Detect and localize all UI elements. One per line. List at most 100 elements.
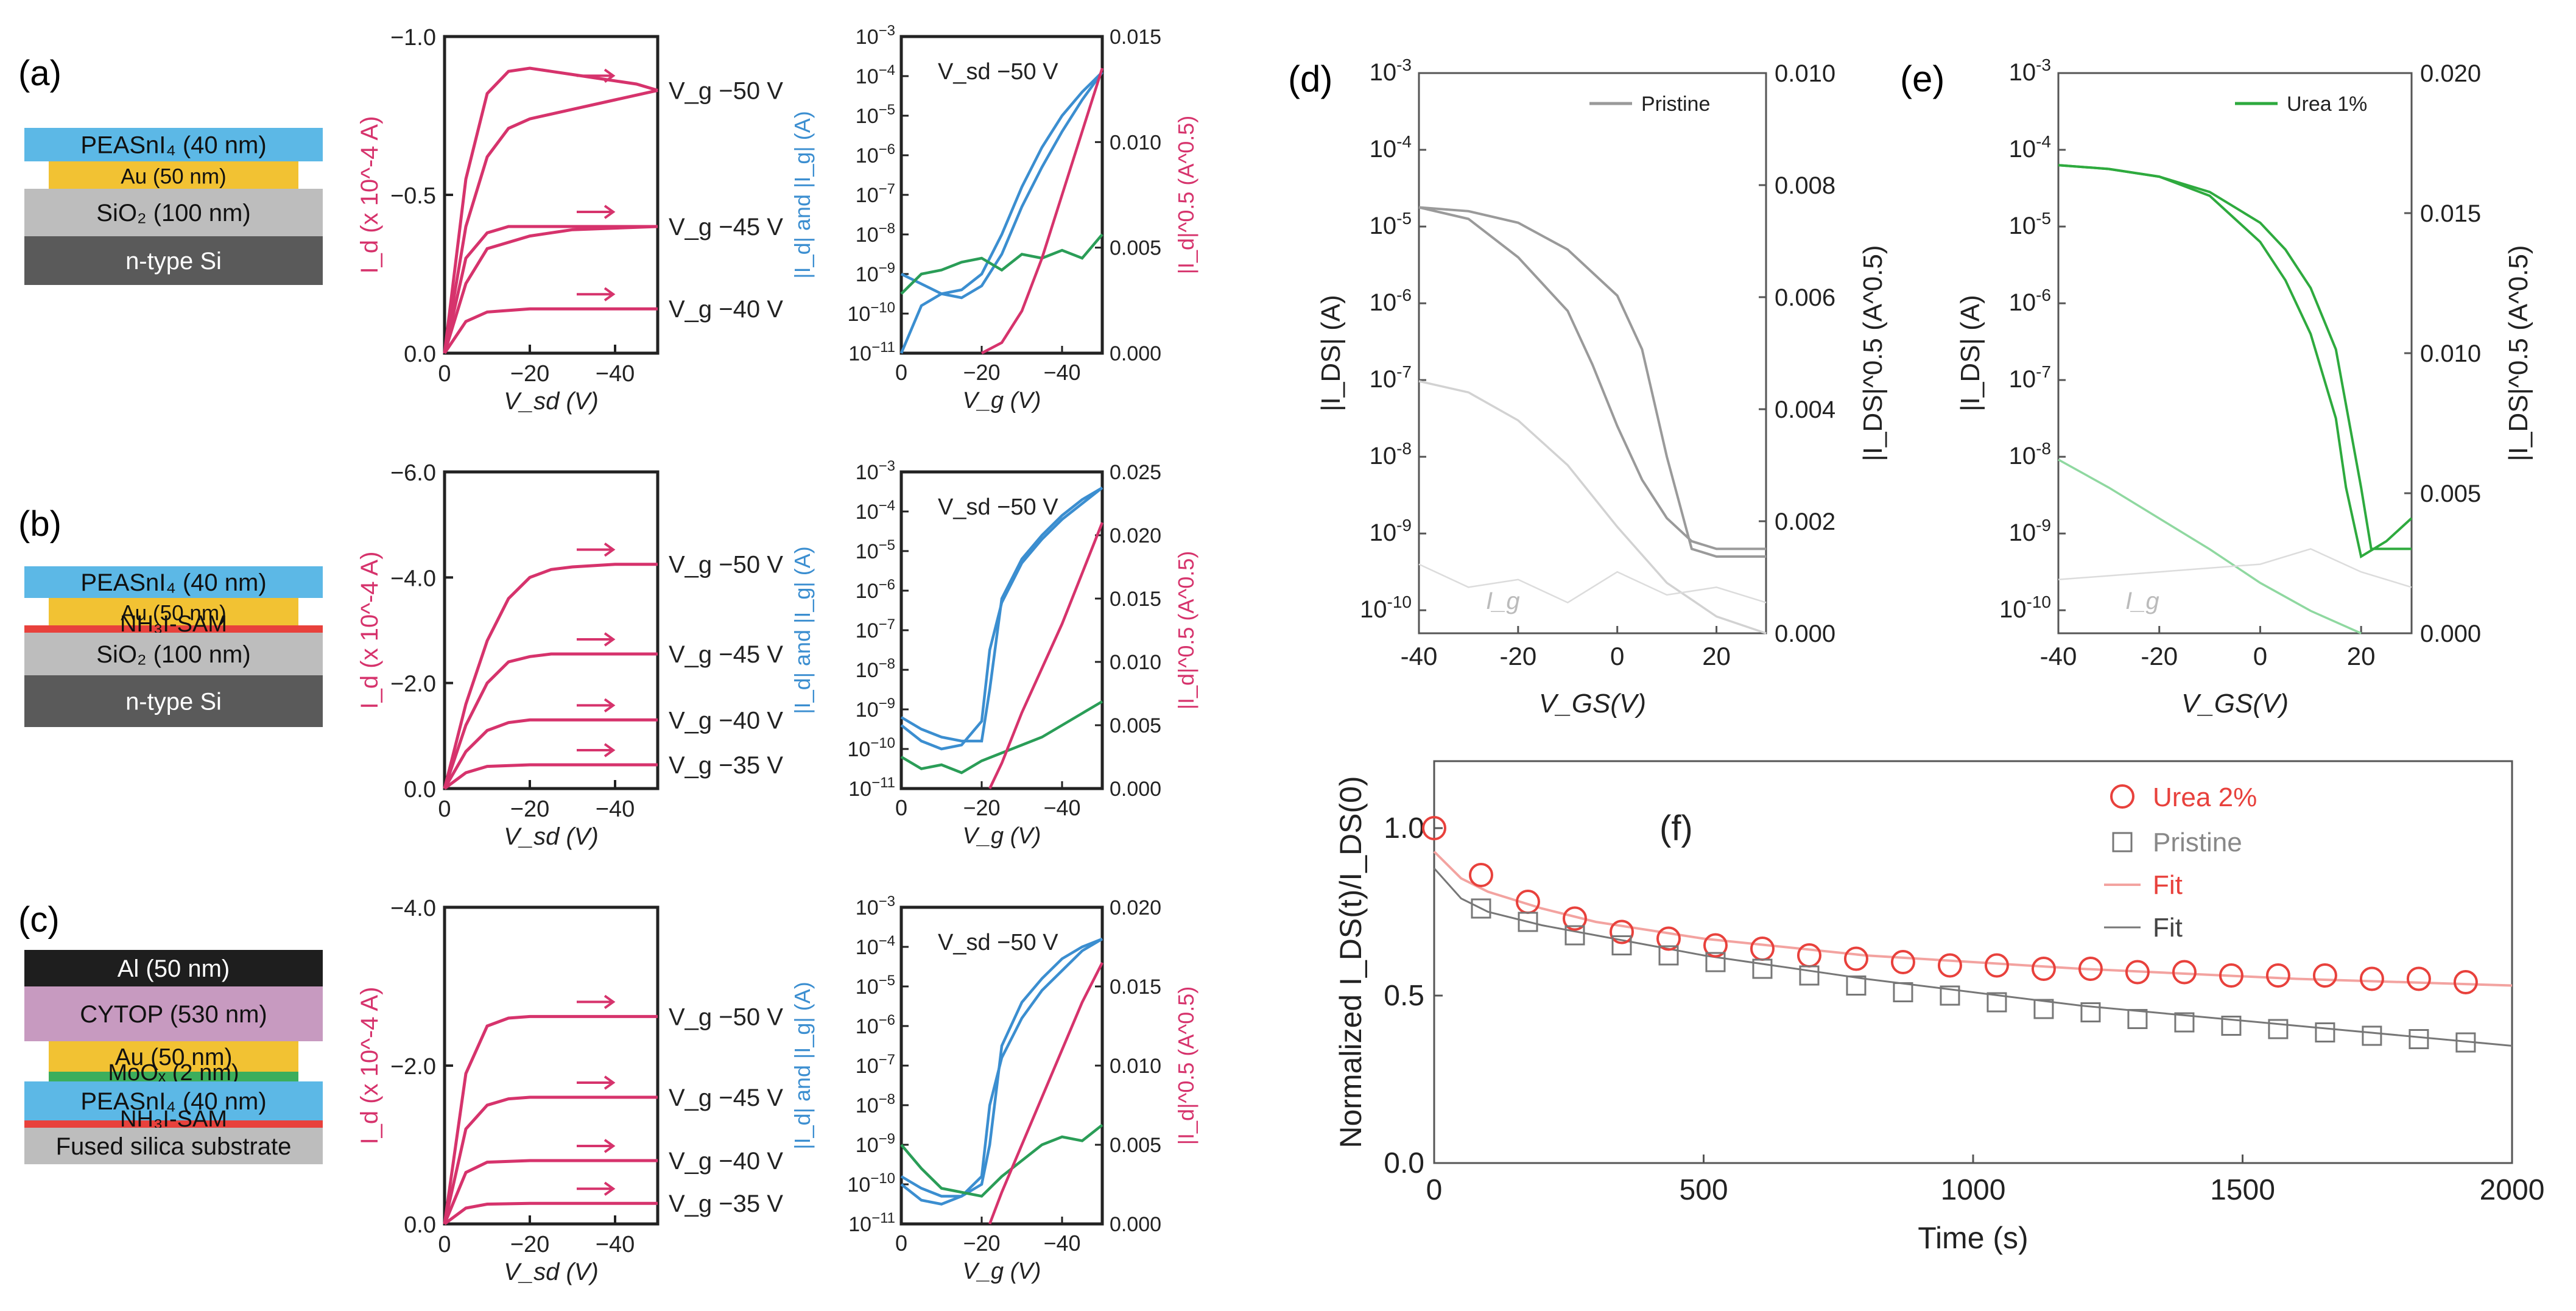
stack-layer (49, 598, 298, 625)
transfer-curve (900, 487, 1103, 743)
x-tick-label: −40 (596, 796, 635, 822)
y2-tick-label: 0.015 (1110, 26, 1161, 49)
exponent: -9 (1396, 516, 1412, 535)
y-tick-label: 10−11 (848, 339, 895, 365)
exponent: −11 (871, 1210, 895, 1226)
y-axis-label-left: |I_d| and |I_g| (A) (790, 546, 815, 714)
exponent: −8 (879, 1091, 895, 1108)
x-tick-label: 0 (2253, 642, 2267, 670)
stack-layer (24, 566, 323, 598)
data-point-urea (2406, 966, 2431, 991)
exponent: −5 (879, 102, 895, 118)
output-curve (443, 66, 658, 354)
y-axis-label-right: |I_DS|^0.5 (A^0.5) (1858, 245, 1888, 461)
y-tick-label: 10−11 (848, 775, 895, 801)
stack-layer (24, 1081, 323, 1120)
y2-tick-label: 0.025 (1110, 461, 1161, 484)
legend-label-pristine: Pristine (2153, 828, 2242, 857)
output-curve (443, 763, 658, 790)
panel-label-d: (d) (1288, 58, 1332, 99)
data-point-urea (2172, 960, 2197, 985)
exponent: −10 (870, 300, 895, 316)
x-tick-label: −40 (1043, 360, 1080, 385)
x-axis-label: V_g (V) (963, 1259, 1041, 1284)
y-axis-label-right: |I_d|^0.5 (A^0.5) (1174, 551, 1198, 710)
y-tick-label: −0.5 (390, 183, 436, 209)
x-tick-label: 20 (2347, 642, 2376, 670)
x-tick-label: 2000 (2480, 1174, 2545, 1206)
data-point-urea (1750, 937, 1775, 961)
stack-layer (24, 633, 323, 675)
x-tick-label: −20 (963, 360, 1000, 385)
x-axis-label: V_sd (V) (504, 388, 599, 415)
y-tick-label: 10−8 (856, 1091, 895, 1117)
exponent: −7 (879, 181, 895, 197)
y-tick-label: 10-5 (1370, 209, 1412, 239)
exponent: −7 (879, 1052, 895, 1068)
stack-layer-label: PEASnI₄ (40 nm) (80, 1088, 266, 1115)
data-point-pristine (1940, 985, 1960, 1006)
sweep-arrow-forward (577, 994, 616, 1010)
transfer-curve (1418, 206, 1766, 550)
x-tick-label: -20 (1500, 642, 1537, 670)
y-tick-label: 10−5 (856, 972, 895, 999)
x-tick-label: −40 (1043, 795, 1080, 820)
y-tick-label: 10−9 (856, 1131, 895, 1157)
data-point-urea (1562, 906, 1587, 931)
y-tick-label: 10−5 (856, 102, 895, 128)
stack-layer-label: n-type Si (125, 689, 222, 715)
legend-label: Pristine (1641, 93, 1710, 116)
y-tick-label: 10−8 (856, 656, 895, 682)
y-tick-label: 10−4 (856, 497, 895, 524)
fit-curve-urea (1433, 851, 2513, 987)
exponent: -10 (2027, 592, 2051, 611)
output-curve (443, 88, 658, 354)
stack-layer (24, 189, 323, 236)
y2-tick-label: 0.000 (1775, 620, 1835, 647)
exponent: -6 (2036, 286, 2051, 304)
exponent: −3 (879, 893, 895, 910)
y-tick-label: 0.0 (404, 1212, 436, 1238)
exponent: −3 (879, 23, 895, 39)
data-point-urea (1422, 816, 1446, 840)
panel-label-e: (e) (1900, 58, 1944, 99)
gate-voltage-label: V_g −40 V (669, 1148, 783, 1175)
x-tick-label: −20 (510, 1232, 549, 1257)
x-axis-label: V_g (V) (963, 388, 1041, 413)
gate-voltage-label: V_g −50 V (669, 1003, 783, 1030)
y-tick-label: 10-4 (1370, 132, 1412, 163)
gate-voltage-label: V_g −45 V (669, 214, 783, 241)
y2-tick-label: 0.005 (2420, 480, 2481, 507)
transfer-curve (1418, 563, 1767, 604)
data-point-urea (2219, 963, 2243, 988)
data-point-pristine (2080, 1002, 2101, 1022)
sweep-arrow-forward (577, 1139, 616, 1153)
y2-tick-label: 0.000 (1110, 1213, 1161, 1236)
y-tick-label: 10−4 (856, 933, 895, 959)
chart-c-output: 0.0 −2.0 −4.0 0 −20 −40V_sd (V) I_d (x 10^-4 A… (356, 896, 783, 1285)
stack-layer-label: SiO₂ (100 nm) (96, 200, 250, 227)
y-tick-label: 10-3 (1370, 55, 1412, 86)
y2-tick-label: 0.010 (1110, 1055, 1161, 1078)
y-tick-label: 0.0 (404, 777, 436, 803)
exponent: −8 (879, 220, 895, 237)
transfer-curve (980, 68, 1104, 354)
y-tick-label: 10-8 (1370, 439, 1412, 469)
y-tick-label: 10−7 (856, 1052, 895, 1078)
y-tick-label: 0.0 (1384, 1147, 1424, 1179)
annotation: V_sd −50 V (938, 494, 1058, 520)
y2-tick-label: 0.015 (1110, 975, 1161, 999)
y-tick-label: 10−10 (847, 300, 895, 326)
transfer-curve (2058, 548, 2412, 588)
data-point-urea (2078, 957, 2103, 981)
y-tick-label: 10−10 (847, 1170, 895, 1197)
y-tick-label: 10−7 (856, 616, 895, 642)
y-tick-label: 0.0 (404, 342, 436, 367)
y-tick-label: 0.5 (1384, 980, 1424, 1012)
device-stack-c: Al (50 nm)CYTOP (530 nm)Au (50 nm)MoOₓ (… (24, 950, 323, 1164)
x-tick-label: 0 (438, 796, 451, 822)
stack-layer (24, 1128, 323, 1164)
data-point-urea (2125, 960, 2150, 985)
transfer-curve (900, 233, 1103, 295)
y-tick-label: 10−8 (856, 220, 895, 247)
